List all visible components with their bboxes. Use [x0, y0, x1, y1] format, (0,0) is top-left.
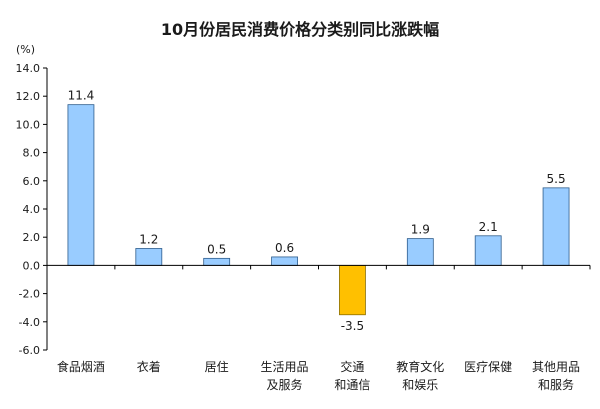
x-tick-label-1: 衣着: [137, 359, 161, 374]
x-tick-label-4: 交通和通信: [334, 359, 370, 392]
y-tick-label: -4.0: [19, 316, 40, 329]
y-tick-label: 2.0: [23, 231, 41, 244]
data-label-0: 11.4: [68, 89, 95, 103]
y-tick-label: -6.0: [19, 344, 40, 357]
y-tick-label: 12.0: [16, 90, 41, 103]
bar-0: [67, 104, 95, 266]
bar-1: [135, 248, 163, 266]
data-label-5: 1.9: [411, 223, 430, 237]
chart-title: 10月份居民消费价格分类别同比涨跌幅: [160, 20, 440, 39]
data-label-3: 0.6: [275, 241, 294, 255]
data-label-7: 5.5: [547, 172, 566, 186]
y-tick-label: 14.0: [16, 62, 41, 75]
data-label-6: 2.1: [479, 220, 498, 234]
data-label-1: 1.2: [139, 232, 158, 246]
y-tick-label: 4.0: [23, 203, 41, 216]
x-tick-label-3: 生活用品及服务: [261, 360, 309, 392]
data-label-2: 0.5: [207, 242, 226, 256]
bar-5: [406, 238, 434, 266]
bar-4: [339, 264, 366, 316]
x-tick-label-2: 居住: [205, 360, 229, 374]
y-tick-label: -2.0: [19, 288, 40, 301]
y-tick-label: 0.0: [23, 259, 41, 272]
data-label-4: -3.5: [341, 319, 364, 333]
bar-7: [542, 187, 570, 266]
y-tick-label: 8.0: [23, 147, 41, 160]
x-tick-label-5: 教育文化和娱乐: [396, 359, 444, 392]
bar-2: [203, 257, 231, 266]
bar-6: [474, 235, 502, 266]
x-tick-label-6: 医疗保健: [464, 360, 512, 374]
x-tick-label-0: 食品烟酒: [57, 359, 105, 374]
x-tick-label-7: 其他用品和服务: [532, 360, 580, 392]
y-tick-label: 10.0: [16, 118, 41, 131]
y-axis-unit: (%): [16, 43, 36, 56]
bar-3: [271, 256, 298, 266]
y-tick-label: 6.0: [23, 175, 41, 188]
